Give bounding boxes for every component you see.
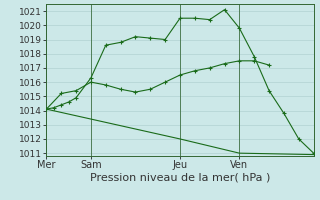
X-axis label: Pression niveau de la mer( hPa ): Pression niveau de la mer( hPa )	[90, 173, 270, 183]
